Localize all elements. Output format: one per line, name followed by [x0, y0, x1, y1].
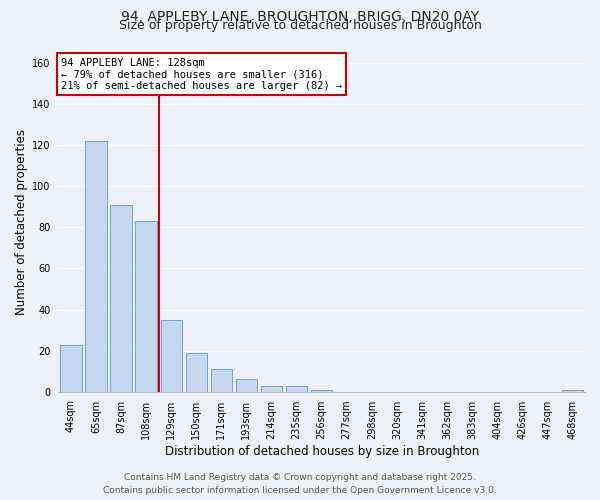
Text: Contains HM Land Registry data © Crown copyright and database right 2025.
Contai: Contains HM Land Registry data © Crown c… [103, 474, 497, 495]
Bar [136, 221, 157, 392]
Text: 94 APPLEBY LANE: 128sqm
← 79% of detached houses are smaller (316)
21% of semi-d: 94 APPLEBY LANE: 128sqm ← 79% of detache… [61, 58, 342, 91]
Bar [236, 380, 257, 392]
Bar [110, 204, 131, 392]
Text: 94, APPLEBY LANE, BROUGHTON, BRIGG, DN20 0AY: 94, APPLEBY LANE, BROUGHTON, BRIGG, DN20… [121, 10, 479, 24]
X-axis label: Distribution of detached houses by size in Broughton: Distribution of detached houses by size … [164, 444, 479, 458]
Bar [311, 390, 332, 392]
Bar [161, 320, 182, 392]
Bar [185, 352, 207, 392]
Text: Size of property relative to detached houses in Broughton: Size of property relative to detached ho… [119, 19, 481, 32]
Y-axis label: Number of detached properties: Number of detached properties [15, 129, 28, 315]
Bar [85, 141, 107, 392]
Bar [286, 386, 307, 392]
Bar [261, 386, 282, 392]
Bar [60, 344, 82, 392]
Bar [211, 369, 232, 392]
Bar [562, 390, 583, 392]
